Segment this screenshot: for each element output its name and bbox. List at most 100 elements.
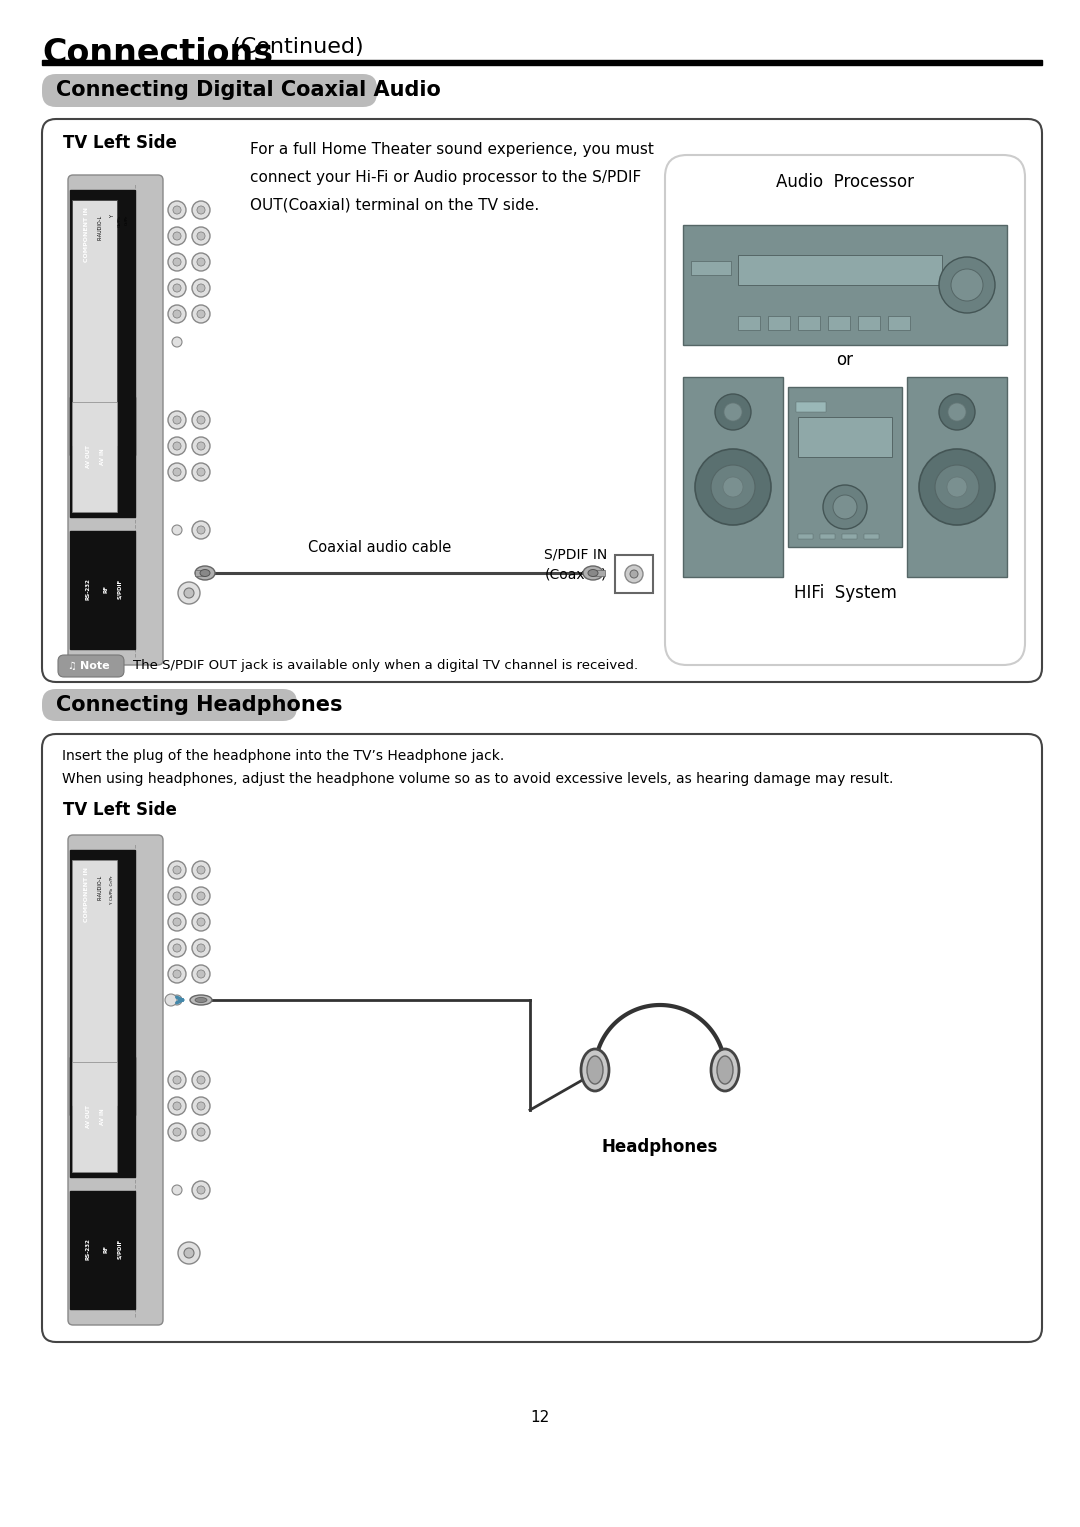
Text: Headphones: Headphones — [602, 1138, 718, 1156]
Circle shape — [197, 970, 205, 979]
Text: RS-232: RS-232 — [85, 579, 91, 600]
Circle shape — [192, 887, 210, 906]
Circle shape — [178, 582, 200, 605]
Circle shape — [173, 1102, 181, 1110]
Circle shape — [939, 394, 975, 431]
Bar — [691, 261, 731, 275]
Circle shape — [173, 258, 181, 266]
Bar — [828, 316, 850, 330]
Circle shape — [168, 1122, 186, 1141]
Text: 12: 12 — [530, 1409, 550, 1425]
Circle shape — [192, 861, 210, 880]
Text: (Continued): (Continued) — [225, 37, 364, 56]
Circle shape — [192, 305, 210, 324]
FancyBboxPatch shape — [42, 119, 1042, 683]
Circle shape — [192, 1096, 210, 1115]
Circle shape — [192, 463, 210, 481]
FancyBboxPatch shape — [68, 176, 163, 664]
Circle shape — [168, 253, 186, 270]
Circle shape — [173, 1077, 181, 1084]
Ellipse shape — [581, 1049, 609, 1090]
FancyBboxPatch shape — [42, 689, 297, 721]
Text: S/PDIF: S/PDIF — [118, 579, 122, 599]
Circle shape — [948, 403, 966, 421]
Circle shape — [630, 570, 638, 579]
Circle shape — [197, 866, 205, 873]
Circle shape — [197, 232, 205, 240]
Circle shape — [173, 232, 181, 240]
Circle shape — [173, 467, 181, 476]
Ellipse shape — [717, 1057, 733, 1084]
Ellipse shape — [711, 1049, 739, 1090]
Text: Audio  Processor: Audio Processor — [777, 173, 914, 191]
Circle shape — [192, 279, 210, 296]
Text: Cr/Pr: Cr/Pr — [125, 215, 129, 224]
Text: Connections: Connections — [42, 37, 273, 70]
Circle shape — [724, 403, 742, 421]
Text: or: or — [837, 351, 853, 370]
Circle shape — [197, 1077, 205, 1084]
Circle shape — [168, 463, 186, 481]
Text: AV OUT: AV OUT — [85, 446, 91, 469]
Circle shape — [168, 913, 186, 931]
Bar — [820, 534, 835, 539]
Text: When using headphones, adjust the headphone volume so as to avoid excessive leve: When using headphones, adjust the headph… — [62, 773, 893, 786]
Bar — [907, 377, 1007, 577]
Bar — [738, 255, 942, 286]
Text: R-AUDIO-L: R-AUDIO-L — [97, 215, 103, 240]
Circle shape — [173, 284, 181, 292]
FancyBboxPatch shape — [42, 734, 1042, 1342]
Circle shape — [192, 913, 210, 931]
Text: Y: Y — [110, 215, 116, 218]
FancyBboxPatch shape — [68, 835, 163, 1325]
Circle shape — [173, 310, 181, 318]
Ellipse shape — [195, 567, 215, 580]
Circle shape — [192, 939, 210, 957]
Text: AV OUT: AV OUT — [85, 1106, 91, 1128]
Text: ♫: ♫ — [68, 661, 77, 670]
Bar — [798, 316, 820, 330]
Bar — [738, 316, 760, 330]
Circle shape — [723, 476, 743, 496]
Circle shape — [172, 1185, 183, 1196]
Circle shape — [919, 449, 995, 525]
Text: OUT(Coaxial) terminal on the TV side.: OUT(Coaxial) terminal on the TV side. — [249, 199, 539, 212]
Text: RF: RF — [104, 1245, 108, 1254]
Text: AV IN: AV IN — [100, 449, 106, 466]
Ellipse shape — [200, 570, 210, 577]
Circle shape — [197, 258, 205, 266]
Bar — [888, 316, 910, 330]
Bar — [796, 402, 826, 412]
Circle shape — [715, 394, 751, 431]
Circle shape — [168, 1096, 186, 1115]
Bar — [72, 860, 117, 1106]
Text: Coaxial audio cable: Coaxial audio cable — [309, 541, 451, 554]
Text: S/PDIF: S/PDIF — [118, 1238, 122, 1260]
Circle shape — [947, 476, 967, 496]
Circle shape — [184, 588, 194, 599]
Text: AV IN: AV IN — [100, 1109, 106, 1125]
Circle shape — [184, 1248, 194, 1258]
Ellipse shape — [588, 1057, 603, 1084]
Circle shape — [168, 202, 186, 218]
Bar — [798, 534, 813, 539]
Text: HIFi  System: HIFi System — [794, 583, 896, 602]
Circle shape — [192, 965, 210, 983]
Bar — [70, 851, 135, 1115]
Bar — [615, 554, 653, 592]
Circle shape — [625, 565, 643, 583]
Circle shape — [192, 521, 210, 539]
Bar — [70, 1191, 135, 1309]
Text: R-AUDIO-L: R-AUDIO-L — [97, 875, 103, 901]
Circle shape — [197, 441, 205, 450]
Circle shape — [197, 944, 205, 951]
Text: TV Left Side: TV Left Side — [63, 134, 177, 153]
Text: Insert the plug of the headphone into the TV’s Headphone jack.: Insert the plug of the headphone into th… — [62, 750, 504, 764]
Circle shape — [168, 437, 186, 455]
Circle shape — [192, 253, 210, 270]
Circle shape — [197, 467, 205, 476]
FancyBboxPatch shape — [58, 655, 124, 676]
Circle shape — [168, 861, 186, 880]
Bar — [72, 402, 117, 512]
Circle shape — [939, 257, 995, 313]
